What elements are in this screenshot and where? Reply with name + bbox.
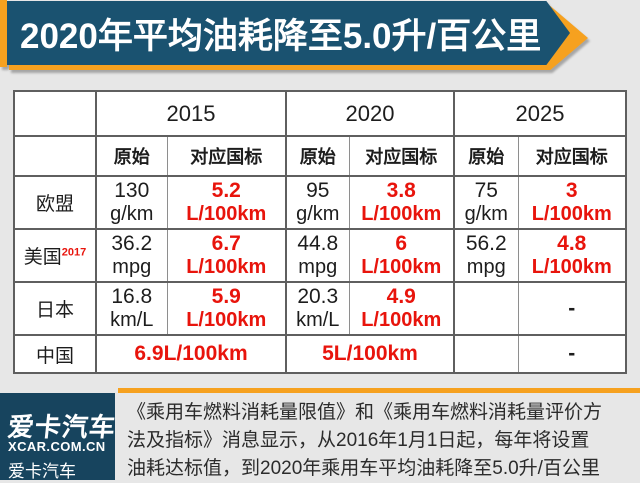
xcar-logo-caption: 爱卡汽车 bbox=[8, 462, 76, 481]
footer-description: 《乘用车燃料消耗量限值》和《乘用车燃料消耗量评价方 法及指标》消息显示，从201… bbox=[127, 399, 637, 483]
cell-eu-2025-original: 75 g/km bbox=[453, 175, 519, 230]
cell-eu-2020-original: 95 g/km bbox=[285, 175, 350, 230]
table-row-us: 美国2017 36.2 mpg 6.7 L/100km 44.8 mpg 6 L… bbox=[13, 228, 627, 283]
year-header-row: 2015 2020 2025 bbox=[13, 90, 627, 137]
footer-description-line: 油耗达标值，到2020年乘用车平均油耗降至5.0升/百公里 bbox=[127, 458, 600, 479]
cell-us-2025-standard: 4.8 L/100km bbox=[517, 228, 627, 283]
title-banner: 2020年平均油耗降至5.0升/百公里 bbox=[0, 0, 592, 72]
cell-us-2025-original: 56.2 mpg bbox=[453, 228, 519, 283]
subheader-standard: 对应国标 bbox=[348, 135, 455, 177]
table-row-china: 中国 6.9L/100km 5L/100km - bbox=[13, 334, 627, 374]
subheader-original: 原始 bbox=[95, 135, 168, 177]
cell-china-2025-original bbox=[453, 334, 519, 374]
year-header-2020: 2020 bbox=[285, 90, 455, 137]
subheader-row: 原始 对应国标 原始 对应国标 原始 对应国标 bbox=[13, 135, 627, 177]
cell-china-2015-merged: 6.9L/100km bbox=[95, 334, 287, 374]
footer-description-line: 《乘用车燃料消耗量限值》和《乘用车燃料消耗量评价方 bbox=[127, 402, 603, 423]
banner-ribbon: 2020年平均油耗降至5.0升/百公里 bbox=[7, 1, 570, 65]
cell-eu-2020-standard: 3.8 L/100km bbox=[348, 175, 455, 230]
banner-left-accent bbox=[0, 0, 7, 67]
year-header-2025: 2025 bbox=[453, 90, 627, 137]
cell-eu-2015-standard: 5.2 L/100km bbox=[166, 175, 287, 230]
fuel-economy-table: 2015 2020 2025 原始 对应国标 原始 对应国标 原始 对应国标 欧… bbox=[13, 90, 627, 374]
xcar-logo-box: 爱卡汽车 XCAR.COM.CN 爱卡汽车 bbox=[0, 393, 118, 481]
cell-japan-2025-standard: - bbox=[517, 281, 627, 336]
cell-china-2020-merged: 5L/100km bbox=[285, 334, 455, 374]
cell-us-2020-standard: 6 L/100km bbox=[348, 228, 455, 283]
xcar-logo-domain: XCAR.COM.CN bbox=[8, 439, 106, 454]
year-header-2015: 2015 bbox=[95, 90, 287, 137]
cell-eu-2015-original: 130 g/km bbox=[95, 175, 168, 230]
table-row-eu: 欧盟 130 g/km 5.2 L/100km 95 g/km 3.8 L/10… bbox=[13, 175, 627, 230]
cell-eu-2025-standard: 3 L/100km bbox=[517, 175, 627, 230]
corner-cell bbox=[13, 90, 97, 137]
cell-china-2025-standard: - bbox=[517, 334, 627, 374]
row-label-eu: 欧盟 bbox=[13, 175, 97, 230]
footer-description-line: 法及指标》消息显示，从2016年1月1日起，每年将设置 bbox=[127, 430, 590, 451]
cell-japan-2025-original bbox=[453, 281, 519, 336]
corner-cell bbox=[13, 135, 97, 177]
us-year-superscript: 2017 bbox=[61, 246, 87, 259]
row-label-china: 中国 bbox=[13, 334, 97, 374]
subheader-original: 原始 bbox=[453, 135, 519, 177]
cell-japan-2020-standard: 4.9 L/100km bbox=[348, 281, 455, 336]
subheader-original: 原始 bbox=[285, 135, 350, 177]
subheader-standard: 对应国标 bbox=[166, 135, 287, 177]
orange-divider bbox=[118, 388, 640, 393]
row-label-japan: 日本 bbox=[13, 281, 97, 336]
cell-us-2020-original: 44.8 mpg bbox=[285, 228, 350, 283]
row-label-us: 美国2017 bbox=[13, 228, 97, 283]
cell-us-2015-original: 36.2 mpg bbox=[95, 228, 168, 283]
cell-japan-2015-standard: 5.9 L/100km bbox=[166, 281, 287, 336]
cell-japan-2015-original: 16.8 km/L bbox=[95, 281, 168, 336]
subheader-standard: 对应国标 bbox=[517, 135, 627, 177]
cell-japan-2020-original: 20.3 km/L bbox=[285, 281, 350, 336]
table-row-japan: 日本 16.8 km/L 5.9 L/100km 20.3 km/L 4.9 L… bbox=[13, 281, 627, 336]
xcar-logo-wordmark: 爱卡汽车 bbox=[6, 412, 118, 442]
page-title: 2020年平均油耗降至5.0升/百公里 bbox=[20, 16, 542, 56]
cell-us-2015-standard: 6.7 L/100km bbox=[166, 228, 287, 283]
